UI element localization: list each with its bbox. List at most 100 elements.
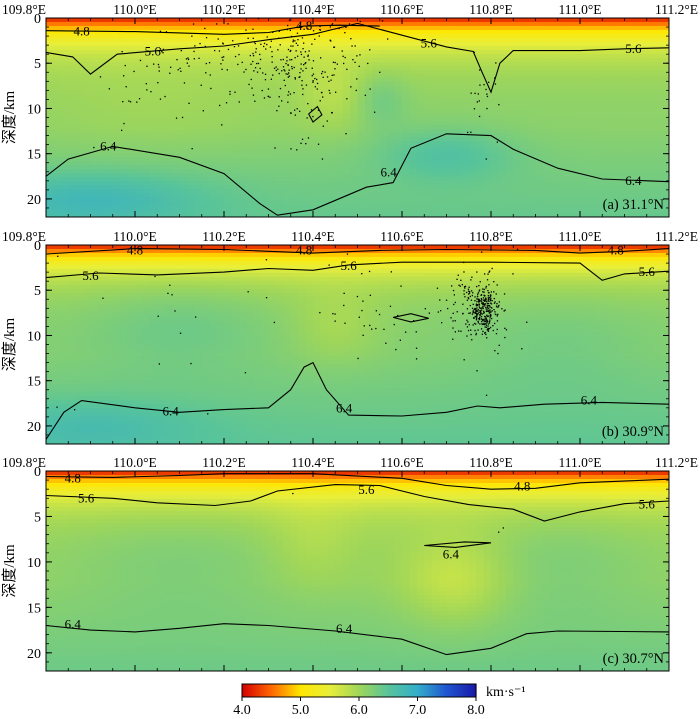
- event-dot: [334, 68, 336, 70]
- event-dot: [249, 54, 251, 57]
- event-dot: [474, 311, 476, 313]
- event-dot: [302, 48, 304, 50]
- event-dot: [490, 314, 492, 316]
- event-dot: [257, 18, 260, 20]
- event-dot: [486, 329, 488, 331]
- event-dot: [482, 291, 484, 293]
- colorbar-tick-label: 5.0: [292, 703, 310, 718]
- event-dot: [333, 74, 335, 76]
- contour-line: [308, 105, 323, 123]
- event-dot: [466, 319, 468, 321]
- event-dot: [194, 45, 196, 47]
- event-dot: [159, 30, 162, 32]
- event-dot: [483, 300, 486, 302]
- event-dot: [475, 319, 478, 321]
- event-dot: [329, 92, 331, 94]
- event-dot: [321, 72, 323, 75]
- event-dot: [489, 319, 491, 321]
- profile-panel: 4.8 4.8 5.6 5.6 5.6 6.4 6.4 6.4 109.8°E 110.0°E 11…: [1, 455, 698, 672]
- event-dot: [487, 273, 489, 275]
- event-dot: [288, 69, 290, 71]
- event-dot: [281, 70, 283, 72]
- event-dot: [487, 307, 490, 309]
- event-dot: [497, 352, 499, 355]
- event-dot: [478, 290, 480, 292]
- event-dot: [487, 325, 489, 327]
- event-dot: [476, 271, 478, 273]
- event-dot: [277, 68, 279, 70]
- event-dot: [264, 73, 267, 75]
- event-dot: [285, 62, 287, 65]
- event-dot: [496, 303, 498, 305]
- event-dot: [300, 63, 302, 65]
- event-dot: [496, 328, 498, 331]
- event-dot: [489, 296, 492, 298]
- event-dot: [162, 48, 165, 50]
- event-dot: [467, 321, 469, 323]
- event-dot: [305, 67, 307, 69]
- x-tick-label: 110.8°E: [469, 2, 513, 17]
- event-dot: [467, 288, 470, 290]
- event-dot: [487, 315, 489, 317]
- event-dot: [492, 329, 494, 332]
- event-dot: [263, 97, 266, 99]
- event-dot: [316, 88, 318, 90]
- event-dot: [264, 79, 267, 81]
- event-dot: [485, 285, 487, 288]
- event-dot: [352, 59, 354, 61]
- event-dot: [482, 288, 484, 290]
- event-dot: [481, 313, 483, 315]
- event-dot: [493, 302, 496, 304]
- event-dot: [485, 316, 487, 318]
- event-dot: [475, 303, 478, 305]
- x-tick-label: 110.2°E: [202, 455, 246, 470]
- contour-label: 4.8: [607, 242, 623, 257]
- colorbar-tick-label: 4.0: [233, 703, 251, 718]
- event-dot: [300, 51, 302, 53]
- event-dot: [202, 110, 204, 112]
- event-dot: [497, 313, 499, 316]
- event-dot: [307, 28, 309, 30]
- event-dot: [238, 53, 240, 56]
- event-dot: [272, 74, 274, 76]
- event-dot: [485, 310, 488, 312]
- event-dot: [484, 331, 487, 334]
- event-dot: [266, 36, 268, 38]
- event-dot: [290, 112, 292, 114]
- event-dot: [299, 76, 301, 78]
- event-dot: [343, 292, 345, 294]
- event-dot: [490, 303, 493, 305]
- event-dot: [259, 53, 261, 56]
- event-dot: [299, 72, 301, 74]
- event-dot: [254, 67, 257, 69]
- event-dot: [288, 72, 290, 74]
- event-dot: [474, 307, 476, 310]
- event-dot: [180, 50, 182, 52]
- event-dot: [308, 50, 310, 52]
- event-dot: [205, 37, 208, 39]
- event-dot: [223, 56, 225, 58]
- event-dot: [302, 93, 304, 96]
- y-axis-label: 深度/km: [1, 91, 18, 145]
- event-dot: [267, 88, 270, 90]
- event-dot: [158, 66, 160, 68]
- event-dot: [265, 48, 267, 50]
- event-dot: [254, 42, 256, 45]
- event-dot: [483, 299, 486, 301]
- event-dot: [329, 39, 331, 41]
- event-dot: [471, 290, 473, 292]
- event-dot: [138, 98, 141, 100]
- event-dot: [314, 77, 316, 80]
- event-dot: [102, 297, 104, 299]
- event-dot: [454, 331, 456, 333]
- event-dot: [179, 332, 182, 334]
- event-dot: [468, 292, 471, 294]
- event-dot: [504, 327, 506, 329]
- event-dot: [488, 271, 490, 273]
- event-dot: [491, 300, 493, 302]
- event-dot: [245, 68, 247, 71]
- event-dot: [255, 48, 257, 50]
- event-dot: [490, 307, 493, 309]
- event-dot: [489, 313, 492, 316]
- event-dot: [363, 325, 365, 327]
